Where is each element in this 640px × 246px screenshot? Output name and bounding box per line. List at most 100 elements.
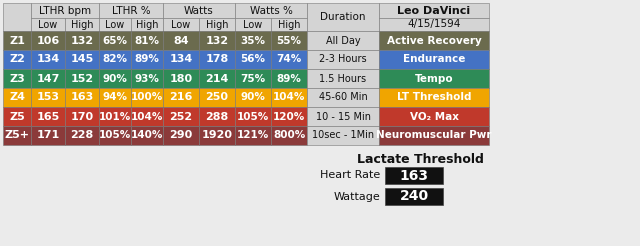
Bar [131,69,163,88]
Bar [99,107,131,126]
Bar [307,50,379,69]
Text: 288: 288 [205,111,228,122]
Bar [163,107,199,126]
Bar [199,126,235,145]
Bar [163,126,199,145]
Text: LT Threshold: LT Threshold [397,92,471,103]
Bar [235,31,271,50]
Bar [379,88,489,107]
Bar [163,3,235,18]
Bar [99,50,131,69]
Bar [99,3,163,18]
Text: 94%: 94% [102,92,127,103]
Text: 800%: 800% [273,130,305,140]
Bar [307,107,379,126]
Text: Leo DaVinci: Leo DaVinci [397,5,470,15]
Bar [163,50,199,69]
Bar [131,18,163,31]
Bar [131,50,163,69]
Text: 240: 240 [399,189,429,203]
Text: 4/15/1594: 4/15/1594 [407,19,461,30]
Bar [271,31,307,50]
Text: 81%: 81% [134,35,159,46]
Text: 132: 132 [70,35,93,46]
Bar [163,31,199,50]
Text: 90%: 90% [102,74,127,83]
Bar [31,3,99,18]
Bar [199,69,235,88]
Bar [163,69,199,88]
Text: 170: 170 [70,111,93,122]
Text: 101%: 101% [99,111,131,122]
Bar [271,88,307,107]
Bar [3,50,31,69]
Text: High: High [278,19,300,30]
Text: Active Recovery: Active Recovery [387,35,481,46]
Text: High: High [205,19,228,30]
Bar [307,31,379,50]
Bar [235,69,271,88]
Text: 132: 132 [205,35,228,46]
Text: Neuromuscular Pwr: Neuromuscular Pwr [376,130,492,140]
Text: 56%: 56% [241,55,266,64]
Text: 2-3 Hours: 2-3 Hours [319,55,367,64]
Text: 89%: 89% [134,55,159,64]
Bar [3,69,31,88]
Bar [163,18,199,31]
Bar [307,88,379,107]
Bar [199,88,235,107]
Bar [99,31,131,50]
Bar [131,126,163,145]
Text: 10sec - 1Min: 10sec - 1Min [312,130,374,140]
Text: 93%: 93% [134,74,159,83]
Text: 55%: 55% [276,35,301,46]
Text: Endurance: Endurance [403,55,465,64]
Bar [65,107,99,126]
Bar [307,126,379,145]
Text: 82%: 82% [102,55,127,64]
Text: 104%: 104% [131,111,163,122]
Bar [65,88,99,107]
Text: 147: 147 [36,74,60,83]
Text: 10 - 15 Min: 10 - 15 Min [316,111,371,122]
Text: 165: 165 [36,111,60,122]
Bar [379,69,489,88]
Text: Z4: Z4 [9,92,25,103]
Text: 163: 163 [70,92,93,103]
Text: Lactate Threshold: Lactate Threshold [356,153,483,166]
Text: 214: 214 [205,74,228,83]
Bar [307,3,379,31]
Text: 1.5 Hours: 1.5 Hours [319,74,367,83]
Text: 105%: 105% [99,130,131,140]
Text: 134: 134 [170,55,193,64]
Text: 105%: 105% [237,111,269,122]
Bar [31,31,65,50]
Text: 65%: 65% [102,35,127,46]
Bar [3,126,31,145]
Bar [385,167,443,184]
Text: Z5+: Z5+ [4,130,29,140]
Bar [31,50,65,69]
Text: Z2: Z2 [9,55,25,64]
Bar [99,69,131,88]
Text: Duration: Duration [320,12,365,22]
Bar [131,88,163,107]
Bar [271,69,307,88]
Text: 120%: 120% [273,111,305,122]
Text: Wattage: Wattage [333,191,380,201]
Bar [99,126,131,145]
Text: 121%: 121% [237,130,269,140]
Bar [3,3,31,31]
Bar [235,18,271,31]
Bar [199,107,235,126]
Bar [199,50,235,69]
Text: 180: 180 [170,74,193,83]
Bar [271,50,307,69]
Text: 104%: 104% [273,92,305,103]
Bar [235,50,271,69]
Bar [307,69,379,88]
Bar [235,126,271,145]
Bar [65,126,99,145]
Bar [131,31,163,50]
Text: 90%: 90% [241,92,266,103]
